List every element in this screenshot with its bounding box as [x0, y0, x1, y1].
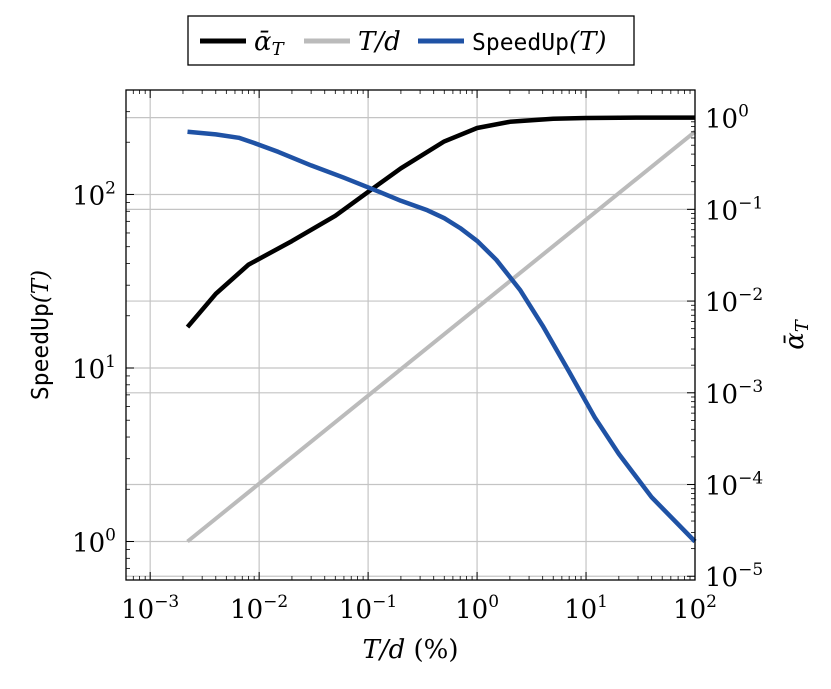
x-axis-label: T/d (%)	[362, 635, 458, 665]
legend-box	[187, 15, 635, 66]
y2-tick-label: 10−1	[705, 193, 763, 226]
y-tick-label: 101	[72, 352, 116, 385]
x-tick-label: 102	[673, 592, 717, 625]
y2-tick-label: 100	[705, 102, 749, 135]
legend-entry-alpha: ᾱT	[200, 27, 286, 60]
plot-frame	[125, 89, 696, 581]
legend-label-td: T/d	[358, 27, 401, 57]
series-layer	[185, 115, 697, 544]
x-tick-label: 101	[564, 592, 608, 625]
legend-entry-td: T/d	[304, 27, 401, 57]
y-tick-label: 100	[72, 526, 116, 559]
legend-label-alpha: ᾱT	[254, 27, 286, 60]
series-line-1	[186, 130, 697, 544]
y2-tick-label: 10−4	[705, 469, 763, 502]
tick-labels: 10−3 10−2 10−1 100 101 10210010110210−510−410…	[72, 102, 763, 625]
x-tick-label: 100	[455, 592, 499, 625]
y2-axis-label: ᾱT	[780, 318, 813, 350]
x-tick-label: 10−3	[121, 592, 179, 625]
y2-tick-label: 10−2	[705, 285, 763, 318]
legend-entry-speedup: SpeedUp(T)	[418, 27, 607, 57]
y2-tick-label: 10−3	[705, 377, 763, 410]
series-line-2	[187, 129, 697, 544]
y-tick-label: 102	[72, 178, 116, 211]
legend: ᾱT T/d SpeedUp(T)	[187, 15, 635, 66]
x-tick-label: 10−1	[339, 592, 397, 625]
y2-tick-label: 10−5	[705, 560, 763, 593]
ticks	[125, 89, 696, 581]
x-tick-label: 10−2	[230, 592, 288, 625]
legend-label-speedup: SpeedUp(T)	[472, 27, 607, 57]
y-axis-label: SpeedUp(T)	[28, 270, 54, 400]
series-line-0	[185, 115, 695, 329]
